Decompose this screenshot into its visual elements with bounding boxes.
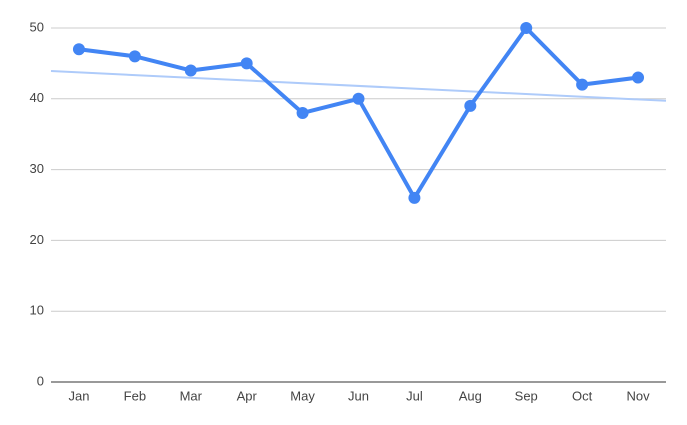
x-tick-label: Feb <box>124 388 146 403</box>
point <box>296 106 309 119</box>
point <box>520 22 533 34</box>
point <box>352 92 365 105</box>
y-tick-label: 0 <box>37 373 44 388</box>
x-tick-label: Jun <box>348 388 369 403</box>
y-tick-label: 40 <box>30 90 44 105</box>
point <box>240 57 253 70</box>
x-tick-label: Mar <box>180 388 203 403</box>
point <box>632 71 645 84</box>
x-tick-label: Jan <box>68 388 89 403</box>
point <box>72 43 85 56</box>
x-tick-label: Jul <box>406 388 423 403</box>
x-tick-label: Oct <box>572 388 593 403</box>
x-tick-label: Nov <box>626 388 650 403</box>
point <box>576 78 589 91</box>
y-tick-label: 20 <box>30 232 44 247</box>
line <box>78 26 639 200</box>
x-tick-label: Aug <box>459 388 482 403</box>
y-tick-label: 50 <box>30 19 44 34</box>
x-tick-label: Sep <box>515 388 538 403</box>
point <box>128 50 141 63</box>
x-tick-label: Apr <box>237 388 258 403</box>
point <box>408 191 421 204</box>
trendline <box>50 70 667 102</box>
y-tick-label: 30 <box>30 161 44 176</box>
x-tick-label: May <box>290 388 315 403</box>
point <box>464 99 477 112</box>
point <box>184 64 197 77</box>
y-tick-label: 10 <box>30 303 44 318</box>
